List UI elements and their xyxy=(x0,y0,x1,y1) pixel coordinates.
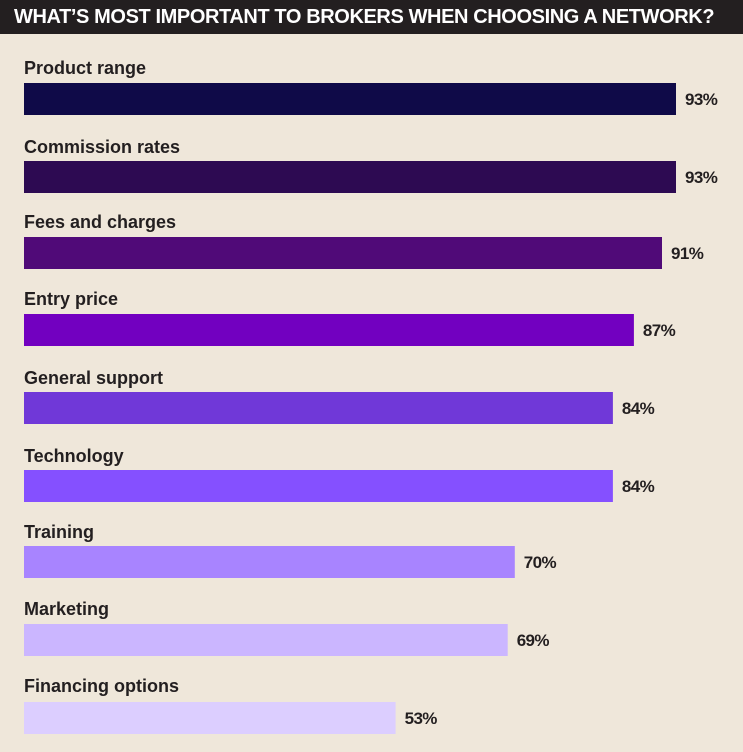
category-label: Product range xyxy=(24,58,146,78)
bar xyxy=(24,470,613,502)
category-label: Financing options xyxy=(24,676,179,696)
category-label: Commission rates xyxy=(24,137,180,157)
bar xyxy=(24,546,515,578)
chart-title: WHAT’S MOST IMPORTANT TO BROKERS WHEN CH… xyxy=(0,0,743,34)
bar xyxy=(24,702,396,734)
category-label: Training xyxy=(24,522,94,542)
category-label: Fees and charges xyxy=(24,212,176,232)
bar xyxy=(24,392,613,424)
value-label: 69% xyxy=(517,631,550,650)
category-label: Entry price xyxy=(24,289,118,309)
value-label: 84% xyxy=(622,477,655,496)
value-label: 87% xyxy=(643,321,676,340)
category-label: Marketing xyxy=(24,599,109,619)
bar xyxy=(24,237,662,269)
value-label: 70% xyxy=(524,553,557,572)
bar xyxy=(24,161,676,193)
bar xyxy=(24,314,634,346)
category-label: General support xyxy=(24,368,163,388)
bar xyxy=(24,83,676,115)
value-label: 93% xyxy=(685,90,718,109)
category-label: Technology xyxy=(24,446,124,466)
bar xyxy=(24,624,508,656)
value-label: 91% xyxy=(671,244,704,263)
value-label: 53% xyxy=(405,709,438,728)
value-label: 84% xyxy=(622,399,655,418)
value-label: 93% xyxy=(685,168,718,187)
